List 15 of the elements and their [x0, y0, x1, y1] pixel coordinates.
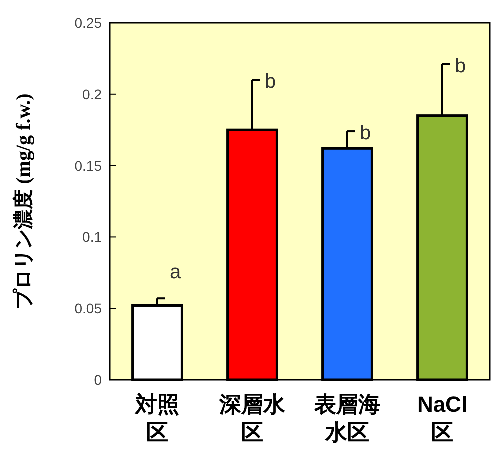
- annotation: a: [170, 262, 182, 284]
- x-tick-label: NaCl区: [417, 392, 468, 445]
- x-tick-label: 対照区: [134, 392, 180, 445]
- y-tick-label: 0.05: [74, 300, 102, 317]
- y-axis-title: プロリン濃度 (mg/g f.w.): [12, 94, 35, 310]
- annotation: b: [454, 55, 466, 78]
- x-tick-label: 深層水区: [218, 392, 286, 445]
- y-tick-label: 0: [94, 372, 102, 388]
- x-tick-label: 表層海水区: [314, 392, 380, 445]
- y-tick-label: 0.15: [74, 158, 102, 174]
- y-tick-label: 0.1: [82, 229, 102, 246]
- y-tick-label: 0.25: [74, 15, 102, 31]
- annotation: b: [264, 71, 276, 94]
- y-tick-label: 0.2: [82, 86, 102, 102]
- annotation: b: [360, 122, 372, 145]
